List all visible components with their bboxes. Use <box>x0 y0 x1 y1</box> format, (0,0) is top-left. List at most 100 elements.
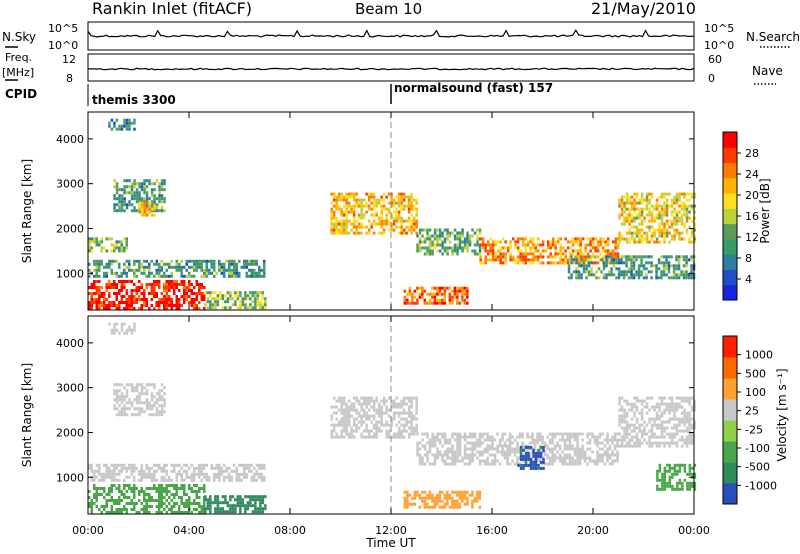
echo-cell-7 <box>345 225 348 229</box>
echo-cell-6 <box>481 432 484 436</box>
echo-cell-5 <box>365 426 368 430</box>
echo-cell-11 <box>436 298 439 302</box>
echo-cell-2 <box>98 469 101 473</box>
echo-cell-2 <box>253 259 256 263</box>
echo-cell-10 <box>688 198 691 202</box>
echo-cell-6 <box>110 118 114 122</box>
echo-cell-1 <box>264 504 267 508</box>
echo-cell-6 <box>556 456 559 460</box>
echo-cell-10 <box>650 213 654 217</box>
echo-cell-2 <box>255 463 258 467</box>
echo-cell-10 <box>660 228 664 232</box>
echo-cell-5 <box>375 426 378 430</box>
echo-cell-11 <box>456 295 459 299</box>
echo-cell-6 <box>616 453 619 457</box>
echo-cell-1 <box>206 507 210 511</box>
echo-cell-7 <box>407 210 411 214</box>
echo-cell-7 <box>517 463 520 467</box>
echo-cell-1 <box>239 306 242 310</box>
echo-cell-1 <box>214 507 217 511</box>
echo-cell-7 <box>330 231 333 235</box>
echo-cell-10 <box>630 231 634 235</box>
echo-cell-12 <box>620 273 623 277</box>
echo-cell-2 <box>133 271 136 275</box>
echo-cell-5 <box>410 396 413 400</box>
echo-cell-7 <box>402 198 406 202</box>
echo-cell-5 <box>370 396 373 400</box>
echo-cell-6 <box>563 444 567 448</box>
echo-cell-10 <box>678 210 681 214</box>
echo-cell-6 <box>578 459 582 463</box>
echo-cell-10 <box>635 234 639 238</box>
echo-cell-5 <box>412 414 416 418</box>
echo-cell-7 <box>375 213 378 217</box>
echo-cell-7 <box>402 192 406 196</box>
echo-cell-7 <box>362 198 366 202</box>
echo-cell-1 <box>246 306 250 310</box>
echo-cell-7 <box>357 231 361 235</box>
echo-cell-8 <box>673 435 676 439</box>
echo-cell-2 <box>195 466 198 470</box>
echo-cell-8 <box>633 405 636 409</box>
echo-cell-7 <box>372 198 376 202</box>
echo-cell-8 <box>423 246 427 250</box>
echo-cell-5 <box>352 408 356 412</box>
echo-cell-2 <box>240 265 243 269</box>
echo-cell-4 <box>158 209 161 213</box>
echo-cell-7 <box>410 213 413 217</box>
echo-cell-9 <box>601 255 605 259</box>
echo-cell-8 <box>463 237 467 241</box>
echo-cell-8 <box>680 435 684 439</box>
colorbar-segment-7 <box>723 336 737 358</box>
echo-cell-3 <box>160 383 164 387</box>
echo-cell-7 <box>532 451 535 455</box>
echo-cell-7 <box>380 198 383 202</box>
echo-cell-0 <box>143 292 146 295</box>
echo-cell-2 <box>118 274 121 278</box>
echo-cell-12 <box>667 261 671 265</box>
echo-cell-0 <box>148 499 151 502</box>
echo-cell-9 <box>576 237 580 241</box>
echo-cell-6 <box>508 462 512 466</box>
echo-cell-4 <box>123 179 126 183</box>
echo-cell-5 <box>407 420 411 424</box>
echo-cell-9 <box>606 258 610 262</box>
echo-cell-10 <box>658 216 661 220</box>
echo-cell-2 <box>188 466 191 470</box>
echo-cell-8 <box>688 441 691 445</box>
echo-cell-6 <box>516 456 519 460</box>
echo-cell-8 <box>438 237 442 241</box>
echo-cell-10 <box>690 219 694 223</box>
echo-cell-10 <box>628 198 631 202</box>
echo-cell-9 <box>491 240 495 244</box>
echo-cell-2 <box>143 271 146 275</box>
echo-cell-6 <box>556 432 559 436</box>
echo-cell-9 <box>506 246 510 250</box>
echo-cell-1 <box>244 495 247 499</box>
echo-cell-9 <box>516 261 520 265</box>
echo-cell-1 <box>219 510 222 514</box>
echo-cell-9 <box>591 243 595 247</box>
echo-cell-6 <box>616 438 619 442</box>
echo-cell-2 <box>228 472 231 476</box>
echo-cell-8 <box>625 414 629 418</box>
echo-cell-6 <box>528 441 532 445</box>
echo-cell-3 <box>158 398 161 402</box>
echo-cell-6 <box>596 444 599 448</box>
echo-cell-8 <box>660 423 664 427</box>
echo-cell-12 <box>650 255 653 259</box>
echo-cell-9 <box>494 255 497 259</box>
echo-cell-9 <box>491 249 495 253</box>
echo-cell-0 <box>180 502 183 505</box>
echo-cell-5 <box>367 429 371 433</box>
echo-cell-6 <box>516 441 519 445</box>
echo-cell-8 <box>416 243 419 247</box>
echo-cell-0 <box>153 280 156 283</box>
echo-cell-10 <box>660 213 664 217</box>
echo-cell-12 <box>590 261 593 265</box>
echo-cell-10 <box>673 207 676 211</box>
echo-cell-7 <box>382 231 386 235</box>
echo-cell-7 <box>395 213 398 217</box>
echo-cell-2 <box>125 469 128 473</box>
echo-cell-6 <box>466 453 469 457</box>
